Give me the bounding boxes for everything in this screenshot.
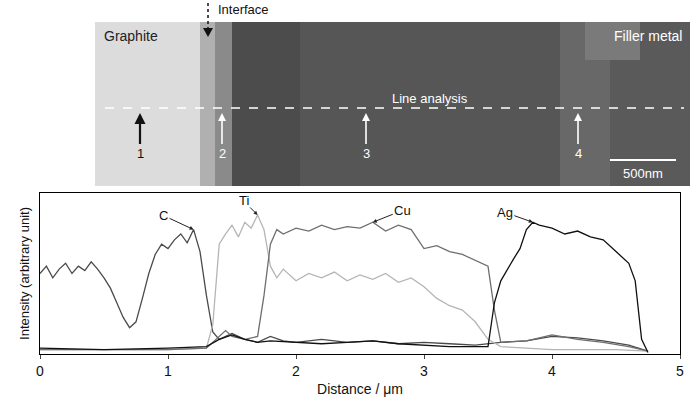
svg-text:Distance / μm: Distance / μm (317, 381, 403, 397)
svg-text:Line analysis: Line analysis (392, 91, 468, 106)
svg-text:Filler metal: Filler metal (614, 28, 682, 44)
svg-text:500nm: 500nm (623, 166, 663, 181)
svg-text:4: 4 (575, 146, 582, 161)
svg-text:3: 3 (420, 363, 428, 379)
svg-text:0: 0 (36, 363, 44, 379)
svg-text:2: 2 (219, 146, 226, 161)
svg-text:Interface: Interface (218, 2, 269, 17)
svg-text:C: C (159, 208, 168, 223)
svg-text:2: 2 (292, 363, 300, 379)
svg-text:Intensity (arbitrary unit): Intensity (arbitrary unit) (17, 207, 32, 340)
svg-text:4: 4 (548, 363, 556, 379)
svg-text:5: 5 (676, 363, 684, 379)
svg-text:Ag: Ag (497, 205, 513, 220)
svg-text:1: 1 (164, 363, 172, 379)
svg-text:Cu: Cu (394, 203, 411, 218)
svg-text:Ti: Ti (239, 193, 249, 208)
svg-text:3: 3 (363, 146, 370, 161)
svg-text:Graphite: Graphite (104, 28, 158, 44)
svg-text:1: 1 (137, 146, 144, 161)
